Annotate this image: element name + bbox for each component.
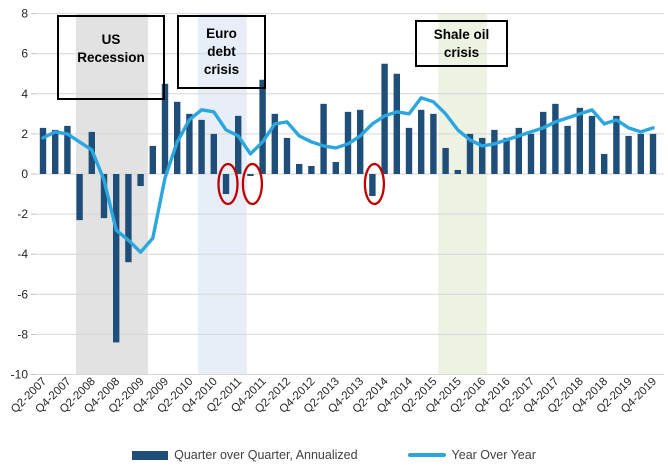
y-tick-label--2: -2 — [17, 207, 28, 221]
qoq-bar-Q3-2015 — [442, 147, 449, 174]
qoq-bar-Q4-2015 — [454, 169, 461, 174]
y-tick-label-8: 8 — [21, 7, 28, 21]
qoq-bar-Q1-2014 — [369, 174, 376, 197]
y-tick-label--4: -4 — [17, 247, 28, 261]
qoq-bar-Q1-2009 — [125, 174, 132, 263]
legend: Quarter over Quarter, Annualized Year Ov… — [0, 441, 668, 469]
qoq-bar-Q4-2009 — [161, 83, 169, 174]
y-tick-label--10: -10 — [11, 368, 29, 382]
qoq-bar-Q3-2016 — [491, 129, 498, 174]
qoq-bar-Q2-2015 — [430, 113, 437, 174]
qoq-bar-Q3-2010 — [198, 119, 205, 174]
legend-bar-swatch — [132, 450, 169, 460]
qoq-bar-Q2-2012 — [283, 137, 291, 174]
qoq-bar-Q1-2019 — [613, 115, 620, 174]
us-recession-band — [75, 13, 148, 375]
qoq-bar-Q3-2009 — [149, 145, 156, 174]
qoq-bar-Q3-2014 — [393, 73, 400, 174]
qoq-bar-Q2-2007 — [39, 127, 47, 174]
qoq-bar-Q1-2010 — [174, 101, 181, 174]
qoq-bar-Q4-2008 — [113, 174, 120, 343]
qoq-bar-Q2-2016 — [479, 137, 486, 174]
y-tick-label-2: 2 — [21, 127, 28, 141]
qoq-bar-Q2-2019 — [625, 135, 632, 174]
qoq-bar-Q1-2016 — [466, 133, 474, 174]
highlight-circle-Q1-2011 — [217, 162, 239, 206]
qoq-bar-Q3-2017 — [540, 111, 547, 174]
us-recession-box-line1: US — [101, 31, 121, 47]
qoq-bar-Q4-2010 — [210, 133, 217, 174]
highlight-circle-Q3-2011 — [241, 162, 264, 206]
qoq-bar-Q4-2012 — [308, 165, 315, 174]
qoq-bar-Q2-2017 — [527, 133, 535, 174]
gdp-chart-svg: 86420-2-4-6-8-10Q2-2007Q4-2007Q2-2008Q4-… — [9, 7, 664, 416]
qoq-bar-Q1-2008 — [76, 174, 83, 221]
qoq-bar-Q3-2011 — [247, 174, 254, 177]
legend-line-swatch — [407, 453, 446, 457]
qoq-bar-Q1-2011 — [222, 174, 230, 195]
qoq-bar-Q4-2011 — [259, 79, 266, 174]
qoq-bar-Q3-2008 — [100, 174, 108, 219]
legend-qoq-label: Quarter over Quarter, Annualized — [174, 448, 358, 462]
qoq-bar-Q3-2012 — [296, 163, 303, 174]
euro-debt-crisis-box-line3: crisis — [203, 61, 240, 77]
shale-oil-crisis-box: Shale oil crisis — [415, 20, 508, 67]
qoq-bar-Q4-2019 — [649, 133, 657, 174]
shale-oil-crisis-box-line2: crisis — [443, 44, 480, 60]
legend-item-yoy: Year Over Year — [407, 448, 536, 462]
qoq-bar-Q2-2011 — [235, 115, 242, 174]
qoq-bar-Q1-2017 — [515, 127, 522, 174]
qoq-bar-Q1-2018 — [564, 125, 571, 174]
qoq-bar-Q4-2014 — [405, 127, 413, 174]
qoq-bar-Q4-2018 — [601, 153, 608, 174]
y-tick-label--6: -6 — [17, 287, 28, 301]
y-tick-label-6: 6 — [21, 47, 28, 61]
qoq-bar-Q4-2013 — [357, 109, 364, 174]
qoq-bar-Q3-2018 — [588, 115, 596, 174]
qoq-bar-Q2-2014 — [381, 63, 388, 174]
qoq-bar-Q2-2009 — [137, 174, 144, 187]
qoq-bar-Q1-2013 — [320, 103, 327, 174]
shale-oil-crisis-box-line1: Shale oil — [433, 26, 490, 42]
us-recession-box-line2: Recession — [77, 49, 145, 65]
euro-debt-crisis-box-line1: Euro — [206, 26, 237, 42]
y-tick-label-4: 4 — [21, 87, 28, 101]
qoq-bar-Q4-2017 — [552, 103, 559, 174]
qoq-bar-Q1-2015 — [418, 109, 425, 174]
qoq-bar-Q2-2018 — [576, 107, 583, 174]
euro-debt-crisis-box: Euro debt crisis — [177, 15, 266, 89]
shale-oil-crisis-band — [438, 13, 488, 375]
qoq-bar-Q4-2016 — [503, 137, 510, 174]
y-tick-label-0: 0 — [21, 167, 28, 181]
euro-debt-crisis-band — [197, 13, 247, 375]
us-recession-box: US Recession — [57, 15, 165, 100]
qoq-bar-Q4-2007 — [64, 125, 71, 174]
euro-debt-crisis-box-line2: debt — [207, 44, 236, 60]
qoq-bar-Q2-2010 — [186, 113, 193, 174]
qoq-bar-Q3-2019 — [637, 133, 644, 174]
legend-yoy-label: Year Over Year — [451, 448, 536, 462]
qoq-bar-Q3-2007 — [52, 129, 59, 174]
legend-item-qoq: Quarter over Quarter, Annualized — [132, 448, 358, 462]
qoq-bar-Q2-2013 — [332, 161, 339, 174]
highlight-circle-Q1-2014 — [363, 162, 386, 206]
qoq-bar-Q1-2012 — [271, 113, 278, 174]
yoy-line — [41, 96, 655, 254]
y-tick-label--8: -8 — [17, 327, 28, 341]
